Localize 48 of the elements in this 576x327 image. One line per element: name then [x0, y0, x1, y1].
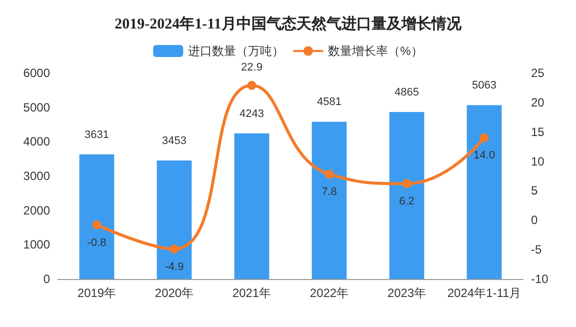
bar: [234, 133, 270, 279]
x-tick-label: 2019年: [77, 286, 116, 300]
data-label: 22.9: [241, 61, 262, 74]
y2-tick-label: -5: [531, 242, 542, 257]
bar: [466, 105, 502, 279]
x-tick-label: 2023年: [387, 286, 426, 300]
point: [247, 80, 256, 90]
bar: [312, 122, 347, 279]
y-tick-label: 1000: [23, 238, 50, 252]
chart-title: 2019-2024年1-11月中国气态天然气进口量及增长情况: [114, 16, 462, 32]
bar: [389, 112, 424, 279]
y2-tick-label: 25: [531, 66, 545, 80]
y2-tick-label: 10: [531, 154, 545, 168]
y2-tick-label: 20: [531, 95, 545, 110]
data-label: 14.0: [474, 150, 495, 162]
data-label: 5063: [472, 80, 496, 92]
y2-tick-label: 5: [531, 184, 538, 198]
data-label: 6.2: [399, 196, 414, 208]
y2-tick-label: 0: [531, 213, 538, 228]
x-tick-label: 2020年: [154, 286, 194, 300]
y-tick-label: 4000: [23, 134, 50, 149]
point: [480, 133, 489, 142]
legend-label: 进口数量（万吨）: [188, 44, 284, 58]
point: [170, 244, 179, 254]
y-tick-label: 0: [43, 272, 50, 286]
point: [324, 170, 334, 179]
y-tick-label: 3000: [23, 169, 50, 183]
data-label: 3453: [162, 134, 186, 147]
bar: [79, 154, 114, 279]
y-tick-label: 5000: [23, 100, 50, 114]
x-tick-label: 2024年1-11月: [447, 286, 522, 300]
data-label: 7.8: [322, 186, 337, 198]
y2-tick-label: -10: [531, 272, 549, 286]
data-label: 4243: [240, 108, 264, 120]
bar: [156, 160, 192, 279]
data-label: 3631: [84, 128, 109, 141]
data-label: 4865: [394, 86, 419, 98]
x-tick-label: 2021年: [232, 286, 272, 300]
x-tick-label: 2022年: [310, 286, 349, 300]
data-label: -4.9: [164, 260, 184, 273]
point: [92, 220, 102, 230]
legend-label: 数量增长率（%）: [328, 44, 423, 58]
data-label: 4581: [317, 96, 342, 108]
y-tick-label: 6000: [23, 66, 50, 80]
data-label: -0.8: [87, 236, 106, 249]
point: [402, 179, 412, 188]
y-tick-label: 2000: [23, 203, 50, 218]
y2-tick-label: 15: [531, 124, 545, 139]
